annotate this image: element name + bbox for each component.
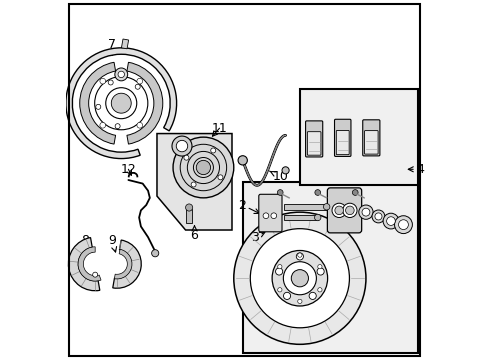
Bar	[186, 208, 192, 223]
Circle shape	[263, 213, 268, 219]
Wedge shape	[66, 48, 176, 158]
Circle shape	[282, 167, 288, 174]
Circle shape	[317, 288, 322, 292]
Circle shape	[358, 205, 372, 219]
Bar	[283, 204, 326, 210]
Circle shape	[277, 288, 282, 292]
Wedge shape	[80, 62, 115, 144]
Circle shape	[374, 213, 381, 220]
Circle shape	[100, 78, 105, 84]
Wedge shape	[68, 238, 100, 291]
Circle shape	[270, 213, 276, 219]
Circle shape	[233, 212, 365, 344]
Circle shape	[115, 68, 127, 81]
Polygon shape	[157, 134, 231, 230]
Circle shape	[173, 137, 233, 198]
Wedge shape	[114, 249, 132, 279]
Circle shape	[283, 292, 290, 300]
Bar	[283, 215, 317, 220]
Circle shape	[331, 203, 346, 217]
Circle shape	[100, 122, 105, 128]
Circle shape	[183, 155, 188, 160]
Circle shape	[316, 268, 324, 275]
Circle shape	[196, 160, 210, 175]
Text: 7: 7	[108, 38, 116, 55]
Circle shape	[314, 214, 320, 221]
Text: 3: 3	[251, 231, 264, 244]
Text: 12: 12	[120, 163, 136, 176]
Circle shape	[250, 229, 349, 328]
Circle shape	[191, 182, 196, 187]
Circle shape	[185, 204, 192, 211]
Circle shape	[115, 124, 120, 129]
Circle shape	[398, 220, 407, 230]
Circle shape	[137, 122, 142, 128]
FancyBboxPatch shape	[305, 121, 322, 157]
Circle shape	[111, 93, 131, 113]
Text: 6: 6	[190, 226, 198, 242]
Bar	[121, 39, 128, 49]
FancyBboxPatch shape	[258, 194, 282, 232]
Bar	[242, 182, 417, 353]
Circle shape	[314, 190, 320, 195]
Text: 5: 5	[185, 140, 193, 156]
Wedge shape	[78, 247, 101, 281]
Text: 2: 2	[238, 198, 259, 213]
Circle shape	[371, 210, 384, 223]
Circle shape	[271, 251, 327, 306]
Circle shape	[352, 190, 357, 195]
Text: 11: 11	[211, 122, 227, 136]
Circle shape	[283, 262, 316, 295]
Circle shape	[394, 216, 411, 234]
Circle shape	[382, 213, 398, 229]
Bar	[299, 89, 417, 185]
FancyBboxPatch shape	[334, 119, 350, 157]
Text: 8: 8	[81, 234, 92, 252]
FancyBboxPatch shape	[364, 131, 377, 154]
Circle shape	[218, 175, 223, 180]
Circle shape	[323, 203, 329, 210]
Circle shape	[342, 203, 356, 217]
Circle shape	[277, 190, 283, 195]
Circle shape	[96, 104, 101, 109]
Circle shape	[93, 272, 98, 277]
Circle shape	[135, 84, 140, 89]
Circle shape	[238, 156, 247, 165]
Circle shape	[277, 265, 282, 269]
FancyBboxPatch shape	[326, 188, 361, 233]
FancyBboxPatch shape	[362, 120, 379, 156]
Circle shape	[297, 299, 302, 303]
Circle shape	[291, 270, 308, 287]
Circle shape	[137, 78, 142, 84]
Circle shape	[172, 136, 192, 156]
Circle shape	[118, 71, 124, 78]
Circle shape	[296, 253, 303, 260]
FancyBboxPatch shape	[336, 130, 348, 155]
Circle shape	[361, 208, 369, 216]
Wedge shape	[127, 62, 163, 144]
Circle shape	[308, 292, 316, 300]
Circle shape	[105, 88, 137, 119]
Circle shape	[297, 253, 302, 257]
Circle shape	[108, 80, 113, 85]
Circle shape	[275, 268, 282, 275]
Circle shape	[345, 206, 353, 215]
Circle shape	[210, 148, 215, 153]
Circle shape	[151, 249, 159, 257]
Circle shape	[176, 140, 187, 152]
Text: 4: 4	[407, 163, 423, 176]
Text: 10: 10	[269, 170, 287, 183]
Bar	[54, 126, 64, 134]
Text: 9: 9	[108, 234, 116, 252]
Wedge shape	[113, 240, 141, 288]
Circle shape	[386, 217, 394, 225]
Circle shape	[334, 206, 343, 215]
FancyBboxPatch shape	[307, 132, 320, 155]
Text: 1: 1	[302, 297, 325, 313]
Circle shape	[317, 265, 322, 269]
